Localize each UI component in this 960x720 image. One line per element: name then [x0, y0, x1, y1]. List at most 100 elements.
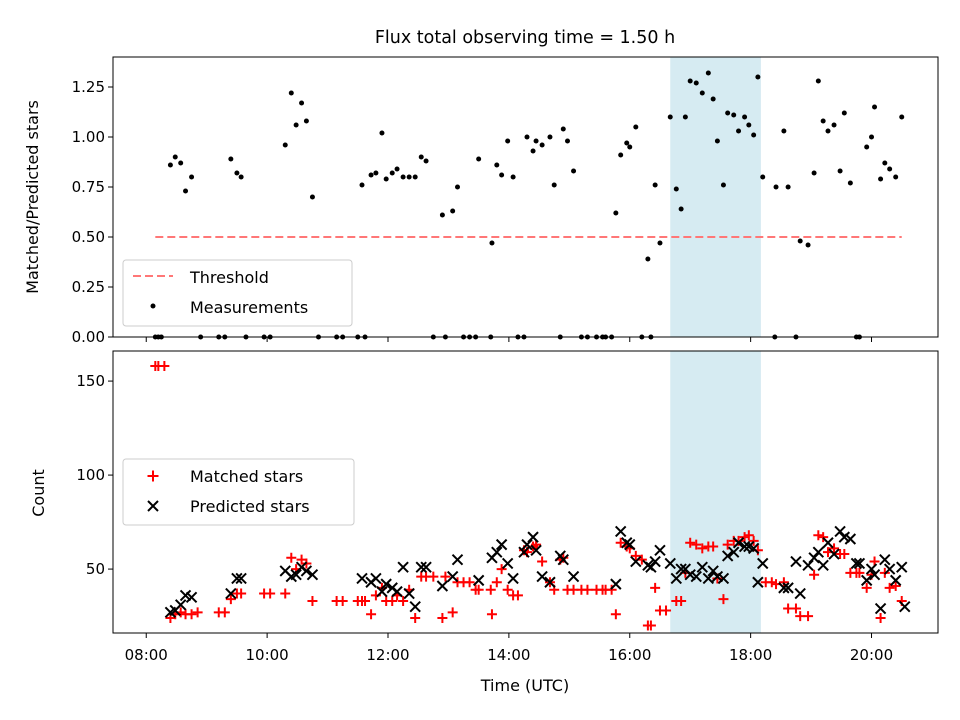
predicted-star-point — [883, 563, 896, 575]
measurement-point — [837, 168, 843, 174]
predicted-star-point — [536, 570, 548, 583]
matched-star-point — [464, 577, 475, 588]
matched-star-point — [829, 543, 840, 554]
measurement-point — [234, 170, 240, 176]
predicted-star-point — [664, 557, 676, 570]
measurement-point — [820, 118, 826, 124]
predicted-star-point — [614, 525, 627, 538]
measurement-point — [178, 160, 184, 166]
measurement-point — [499, 172, 505, 178]
measurement-point — [878, 176, 884, 182]
measurement-point — [864, 144, 870, 150]
measurement-point — [805, 242, 811, 248]
matched-star-point — [685, 537, 696, 548]
matched-star-point — [733, 535, 744, 546]
predicted-star-point — [530, 544, 542, 556]
measurement-point — [560, 126, 566, 132]
predicted-star-point — [822, 537, 834, 549]
measurement-point — [811, 170, 817, 176]
matched-star-point — [630, 550, 641, 561]
top-y-axis-label: Matched/Predicted stars — [23, 100, 42, 294]
bottom-highlight-band — [670, 351, 761, 633]
matched-star-point — [440, 571, 451, 582]
measurement-point — [293, 122, 299, 128]
predicted-star-point — [235, 572, 247, 585]
matched-star-point — [854, 567, 865, 578]
measurement-point — [667, 114, 673, 120]
legend-predicted-swatch — [147, 500, 159, 512]
matched-star-point — [192, 607, 203, 618]
predicted-star-point — [717, 572, 730, 585]
matched-star-point — [809, 569, 820, 580]
matched-star-point — [708, 541, 719, 552]
measurement-point — [400, 174, 406, 180]
matched-star-point — [697, 543, 708, 554]
measurement-point — [847, 180, 853, 186]
measurement-point — [172, 154, 178, 160]
matched-star-point — [803, 611, 814, 622]
measurement-point — [720, 182, 726, 188]
matched-star-point — [486, 609, 497, 620]
measurement-point — [760, 174, 766, 180]
predicted-star-point — [495, 538, 508, 551]
measurement-point — [167, 162, 173, 168]
measurement-point — [613, 210, 619, 216]
measurement-point — [282, 142, 288, 148]
legend-predicted-label: Predicted stars — [190, 497, 310, 516]
predicted-star-point — [391, 585, 403, 598]
measurement-point — [714, 138, 720, 144]
predicted-star-point — [732, 537, 745, 549]
predicted-star-point — [778, 582, 790, 594]
measurement-point — [571, 168, 577, 174]
bottom-legend: Matched stars Predicted stars — [122, 458, 355, 526]
measurement-point — [736, 128, 742, 134]
measurement-point — [785, 184, 791, 190]
predicted-star-point — [185, 591, 198, 603]
measurement-point — [815, 78, 821, 84]
predicted-star-point — [874, 602, 887, 615]
bottom-y-tick-label: 100 — [76, 466, 105, 484]
predicted-star-point — [231, 572, 243, 585]
predicted-star-point — [557, 553, 569, 566]
measurement-point — [455, 184, 461, 190]
matched-star-point — [743, 530, 754, 541]
predicted-star-point — [794, 587, 806, 600]
top-y-tick-label: 0.75 — [72, 178, 105, 196]
matched-star-point — [398, 596, 409, 607]
predicted-star-point — [472, 574, 485, 587]
measurement-point — [303, 118, 309, 124]
predicted-star-point — [518, 546, 530, 558]
measurement-point — [841, 110, 847, 116]
measurement-point — [705, 70, 711, 76]
predicted-star-point — [409, 600, 421, 613]
measurement-point — [781, 128, 787, 134]
matched-star-point — [722, 539, 733, 550]
measurement-point — [288, 90, 294, 96]
legend-measurements-label: Measurements — [190, 298, 308, 317]
matched-star-point — [307, 596, 318, 607]
predicted-star-point — [696, 561, 708, 573]
matched-star-point — [491, 577, 502, 588]
measurement-point — [299, 100, 305, 106]
predicted-star-point — [752, 576, 764, 588]
predicted-star-point — [415, 561, 427, 573]
measurement-point — [476, 156, 482, 162]
matched-star-point — [645, 620, 656, 631]
predicted-star-point — [624, 538, 636, 551]
predicted-star-point — [850, 557, 863, 570]
measurement-point — [412, 174, 418, 180]
measurement-point — [389, 170, 395, 176]
measurement-point — [742, 114, 748, 120]
matched-star-point — [447, 607, 458, 618]
matched-star-point — [790, 603, 801, 614]
measurement-point — [439, 212, 445, 218]
matched-star-point — [615, 537, 626, 548]
measurement-point — [645, 256, 651, 262]
measurement-point — [379, 130, 385, 136]
matched-star-point — [265, 588, 276, 599]
predicted-star-point — [420, 561, 432, 573]
bottom-y-tick-label: 150 — [76, 372, 105, 390]
legend-matched-swatch — [147, 470, 159, 482]
predicted-star-point — [376, 585, 388, 598]
